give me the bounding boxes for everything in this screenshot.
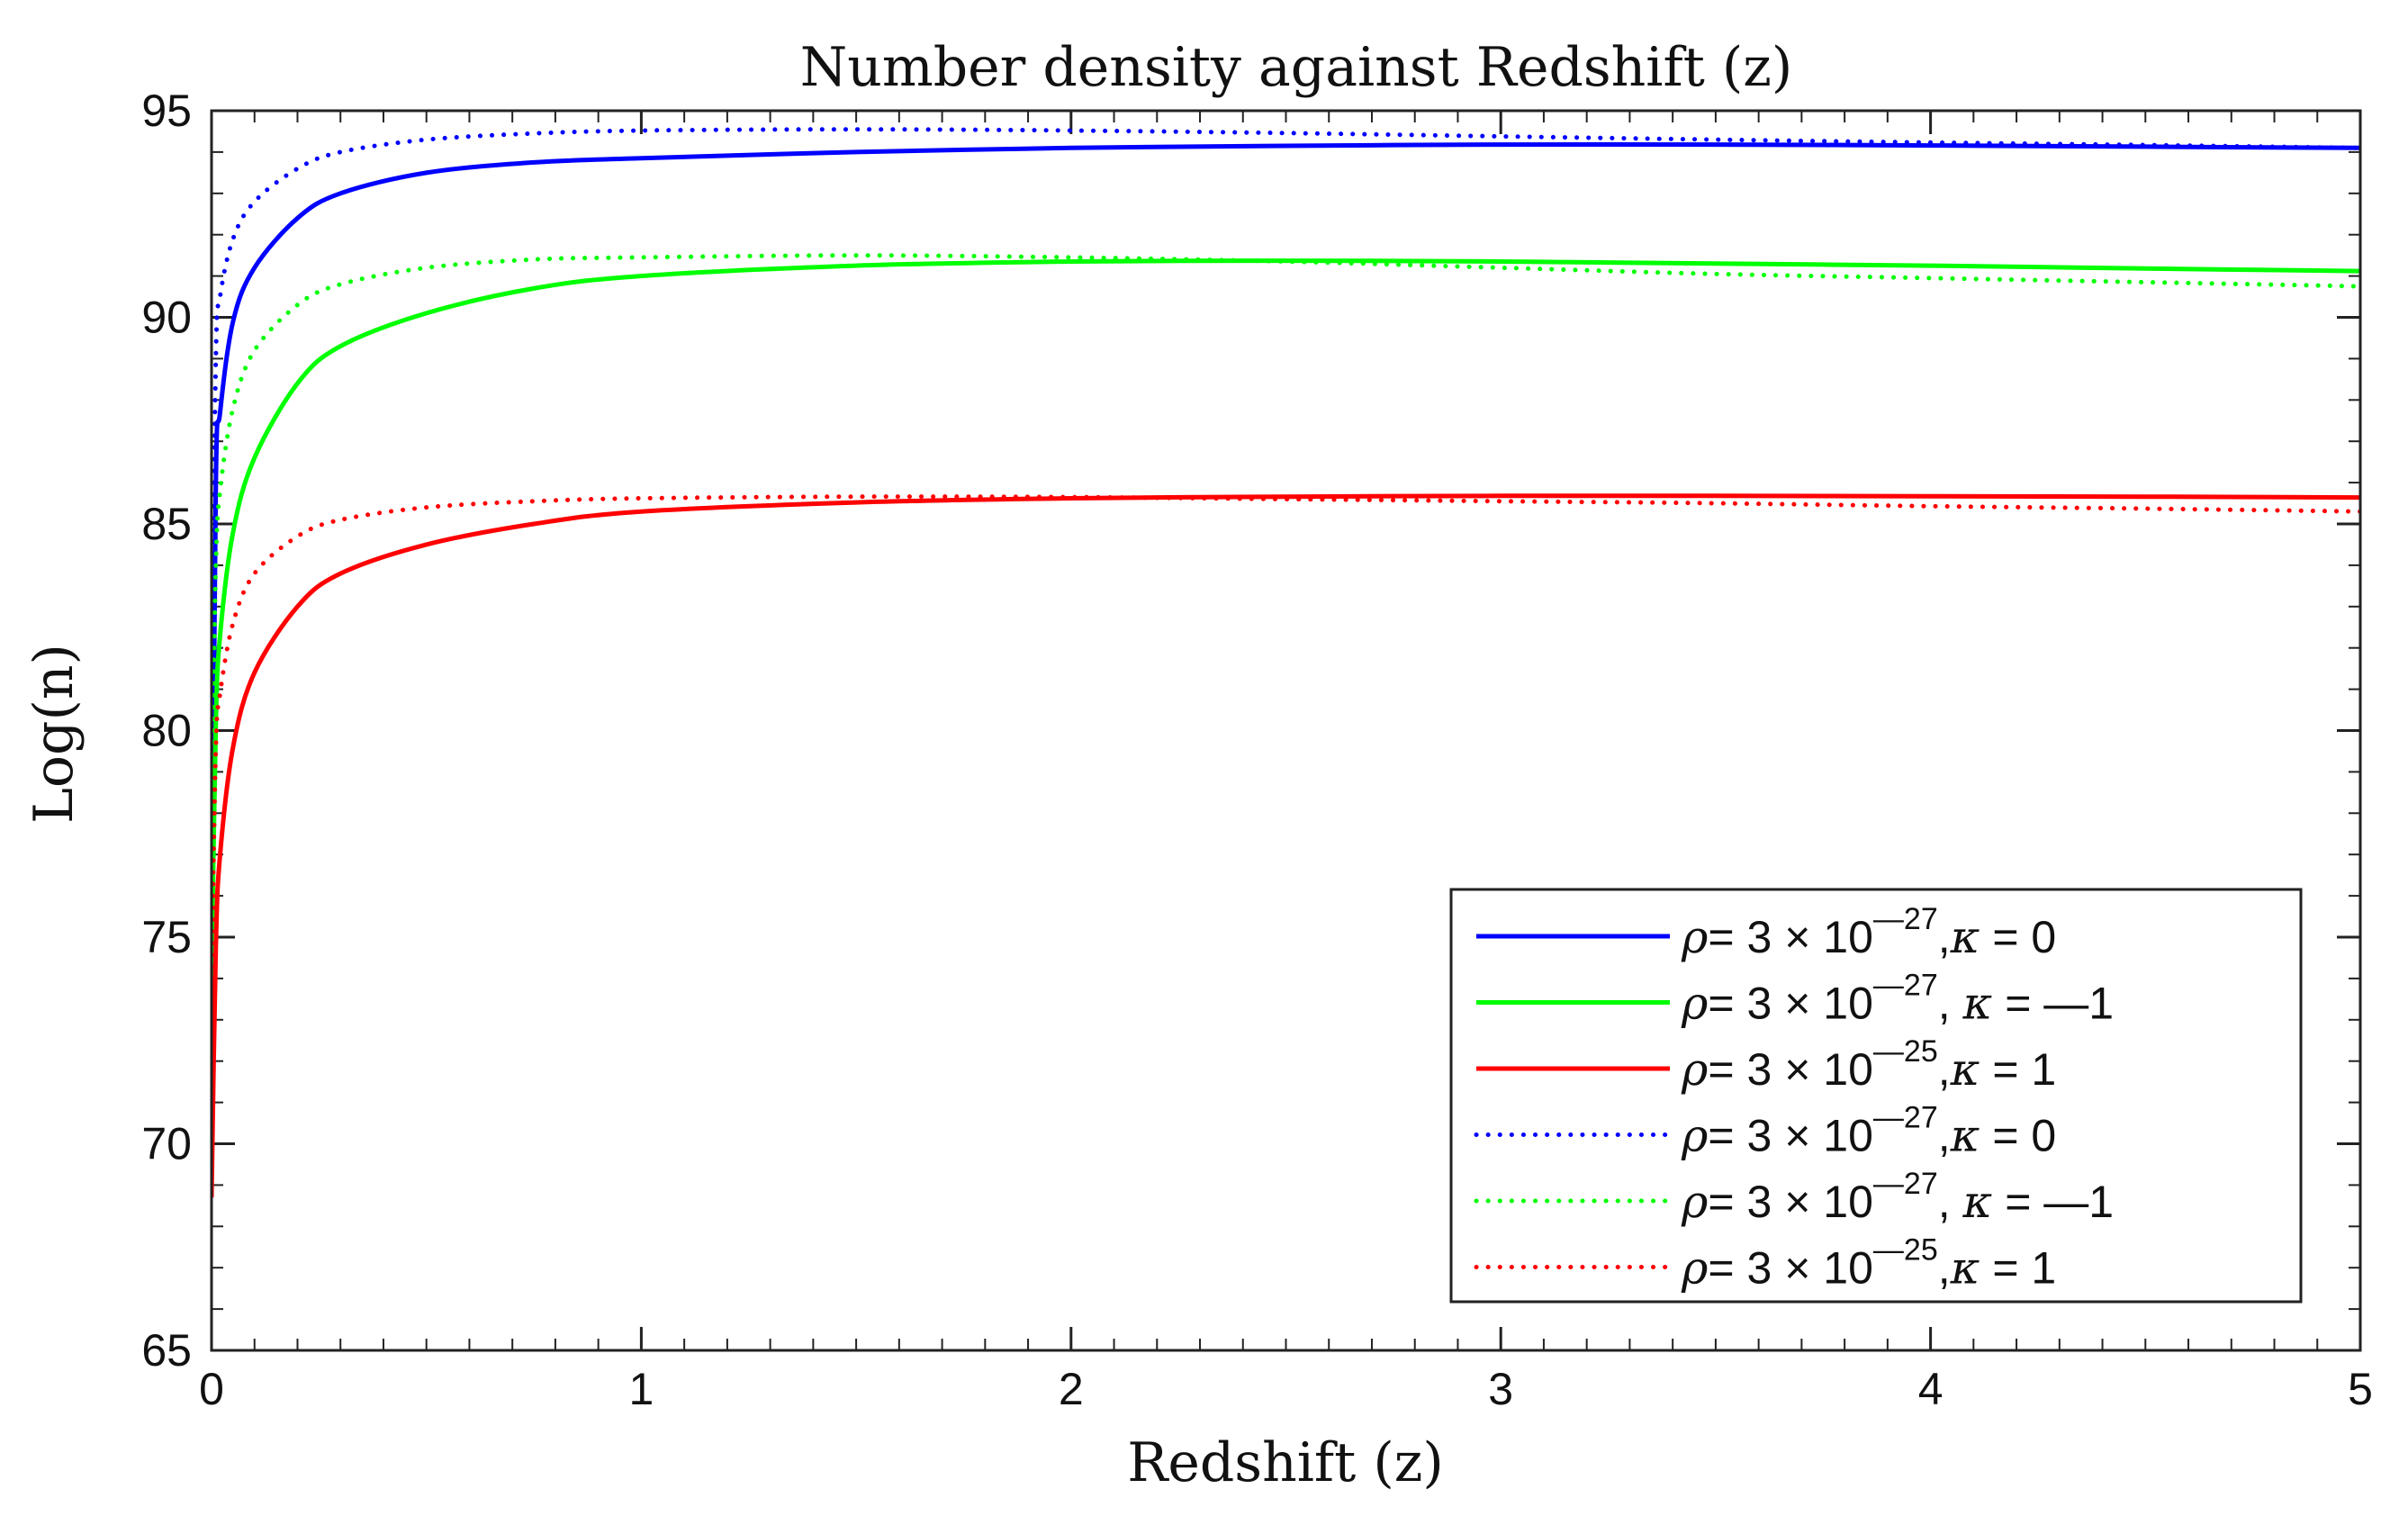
legend-eq1: = 3 × 10	[1708, 1177, 1873, 1227]
y-tick-label: 65	[141, 1325, 192, 1376]
x-tick-label: 5	[2348, 1364, 2373, 1414]
legend-exponent: —25	[1873, 1034, 1938, 1069]
legend-label-2: ρ= 3 × 10—27, κ = —1	[1681, 969, 2114, 1030]
legend-exponent: —27	[1873, 902, 1938, 936]
legend-label-5: ρ= 3 × 10—27, κ = —1	[1681, 1167, 2114, 1228]
legend-kappa: κ	[1950, 1242, 1980, 1295]
legend-eq2: = 0	[1980, 912, 2056, 962]
legend-eq2: = —1	[1992, 979, 2114, 1029]
legend-rho: ρ	[1681, 1043, 1709, 1096]
legend-eq2: = —1	[1992, 1177, 2114, 1227]
y-tick-label: 80	[141, 706, 192, 756]
series-line-1	[212, 141, 2360, 979]
y-axis-label: Log(n)	[23, 644, 86, 824]
legend-rho: ρ	[1681, 1242, 1709, 1295]
y-tick-label: 85	[141, 499, 192, 549]
legend-label-3: ρ= 3 × 10—25,κ = 1	[1681, 1034, 2056, 1096]
legend-kappa: κ	[1962, 1176, 1993, 1228]
y-tick-label: 75	[141, 912, 192, 962]
legend-exponent: —25	[1873, 1233, 1938, 1268]
legend-eq2: = 1	[1980, 1243, 2056, 1294]
legend-eq1: = 3 × 10	[1708, 979, 1873, 1029]
legend-sep: ,	[1938, 1243, 1951, 1294]
legend-rho: ρ	[1681, 1110, 1709, 1162]
series-line-2	[212, 258, 2360, 979]
series-line-3	[212, 493, 2360, 1198]
y-tick-label: 95	[141, 86, 192, 136]
legend-label-6: ρ= 3 × 10—25,κ = 1	[1681, 1233, 2056, 1295]
legend-eq2: = 0	[1980, 1111, 2056, 1161]
legend-box	[1449, 888, 2303, 1304]
legend-label-1: ρ= 3 × 10—27,κ = 0	[1681, 902, 2056, 963]
legend-eq1: = 3 × 10	[1708, 1111, 1873, 1161]
x-tick-label: 2	[1059, 1364, 1084, 1414]
x-axis-label: Redshift (z)	[1127, 1431, 1444, 1494]
legend-kappa: κ	[1962, 978, 1993, 1030]
legend-sep: ,	[1938, 1177, 1963, 1227]
legend-sep: ,	[1938, 912, 1951, 962]
x-tick-label: 0	[199, 1364, 224, 1414]
legend-label-4: ρ= 3 × 10—27,κ = 0	[1681, 1101, 2056, 1162]
x-tick-label: 1	[628, 1364, 654, 1414]
legend-sep: ,	[1938, 1111, 1951, 1161]
series-line-4	[212, 127, 2360, 733]
y-tick-label: 90	[141, 293, 192, 343]
legend-exponent: —27	[1873, 969, 1938, 1003]
legend-rho: ρ	[1681, 978, 1709, 1030]
legend-eq1: = 3 × 10	[1708, 1044, 1873, 1095]
series-group	[212, 127, 2360, 1198]
legend-sep: ,	[1938, 1044, 1951, 1095]
legend-exponent: —27	[1873, 1167, 1938, 1201]
legend-eq1: = 3 × 10	[1708, 1243, 1873, 1294]
legend-exponent: —27	[1873, 1101, 1938, 1135]
x-tick-label: 4	[1918, 1364, 1944, 1414]
legend-rho: ρ	[1681, 911, 1709, 963]
legend-kappa: κ	[1950, 911, 1980, 963]
legend-kappa: κ	[1950, 1110, 1980, 1162]
axes-box	[210, 109, 2362, 1352]
chart-title: Number density against Redshift (z)	[800, 36, 1793, 99]
y-tick-label: 70	[141, 1119, 192, 1169]
legend-eq1: = 3 × 10	[1708, 912, 1873, 962]
legend-sep: ,	[1938, 979, 1963, 1029]
legend-eq2: = 1	[1980, 1044, 2056, 1095]
legend-kappa: κ	[1950, 1043, 1980, 1096]
x-tick-label: 3	[1488, 1364, 1513, 1414]
legend-rho: ρ	[1681, 1176, 1709, 1228]
